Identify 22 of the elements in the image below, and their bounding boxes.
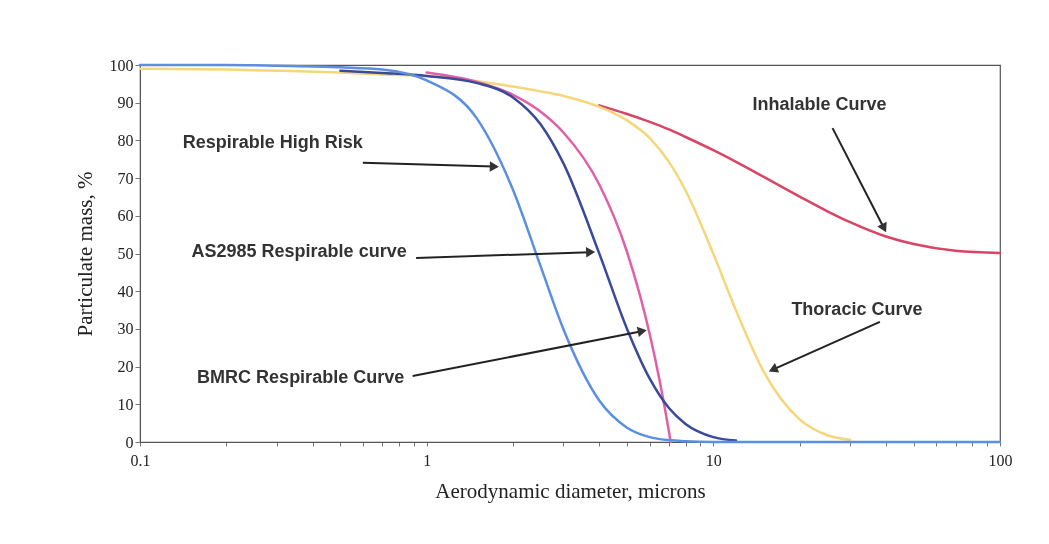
x-axis-title: Aerodynamic diameter, microns xyxy=(435,478,706,503)
annotation: AS2985 Respirable curve xyxy=(191,240,407,261)
y-tick-label: 50 xyxy=(117,245,134,262)
y-tick-label: 60 xyxy=(117,207,134,225)
x-tick-label: 100 xyxy=(988,451,1013,469)
y-tick-label: 40 xyxy=(117,282,134,300)
x-tick-label: 0.1 xyxy=(130,451,151,469)
y-tick-label: 20 xyxy=(117,358,134,376)
y-axis-title: Particulate mass, % xyxy=(72,171,97,337)
annotation: Inhalable Curve xyxy=(752,94,887,115)
annotation: Thoracic Curve xyxy=(791,298,923,319)
x-tick-label: 1 xyxy=(423,451,432,469)
x-tick-label: 10 xyxy=(705,451,722,469)
annotation: BMRC Respirable Curve xyxy=(197,367,405,388)
y-tick-label: 30 xyxy=(117,320,134,338)
y-tick-label: 100 xyxy=(109,56,134,74)
annotation: Respirable High Risk xyxy=(182,131,364,152)
y-tick-label: 0 xyxy=(125,433,134,451)
y-tick-label: 70 xyxy=(117,169,134,187)
y-tick-label: 90 xyxy=(117,94,134,112)
y-tick-label: 10 xyxy=(117,395,134,413)
y-tick-label: 80 xyxy=(117,131,134,149)
